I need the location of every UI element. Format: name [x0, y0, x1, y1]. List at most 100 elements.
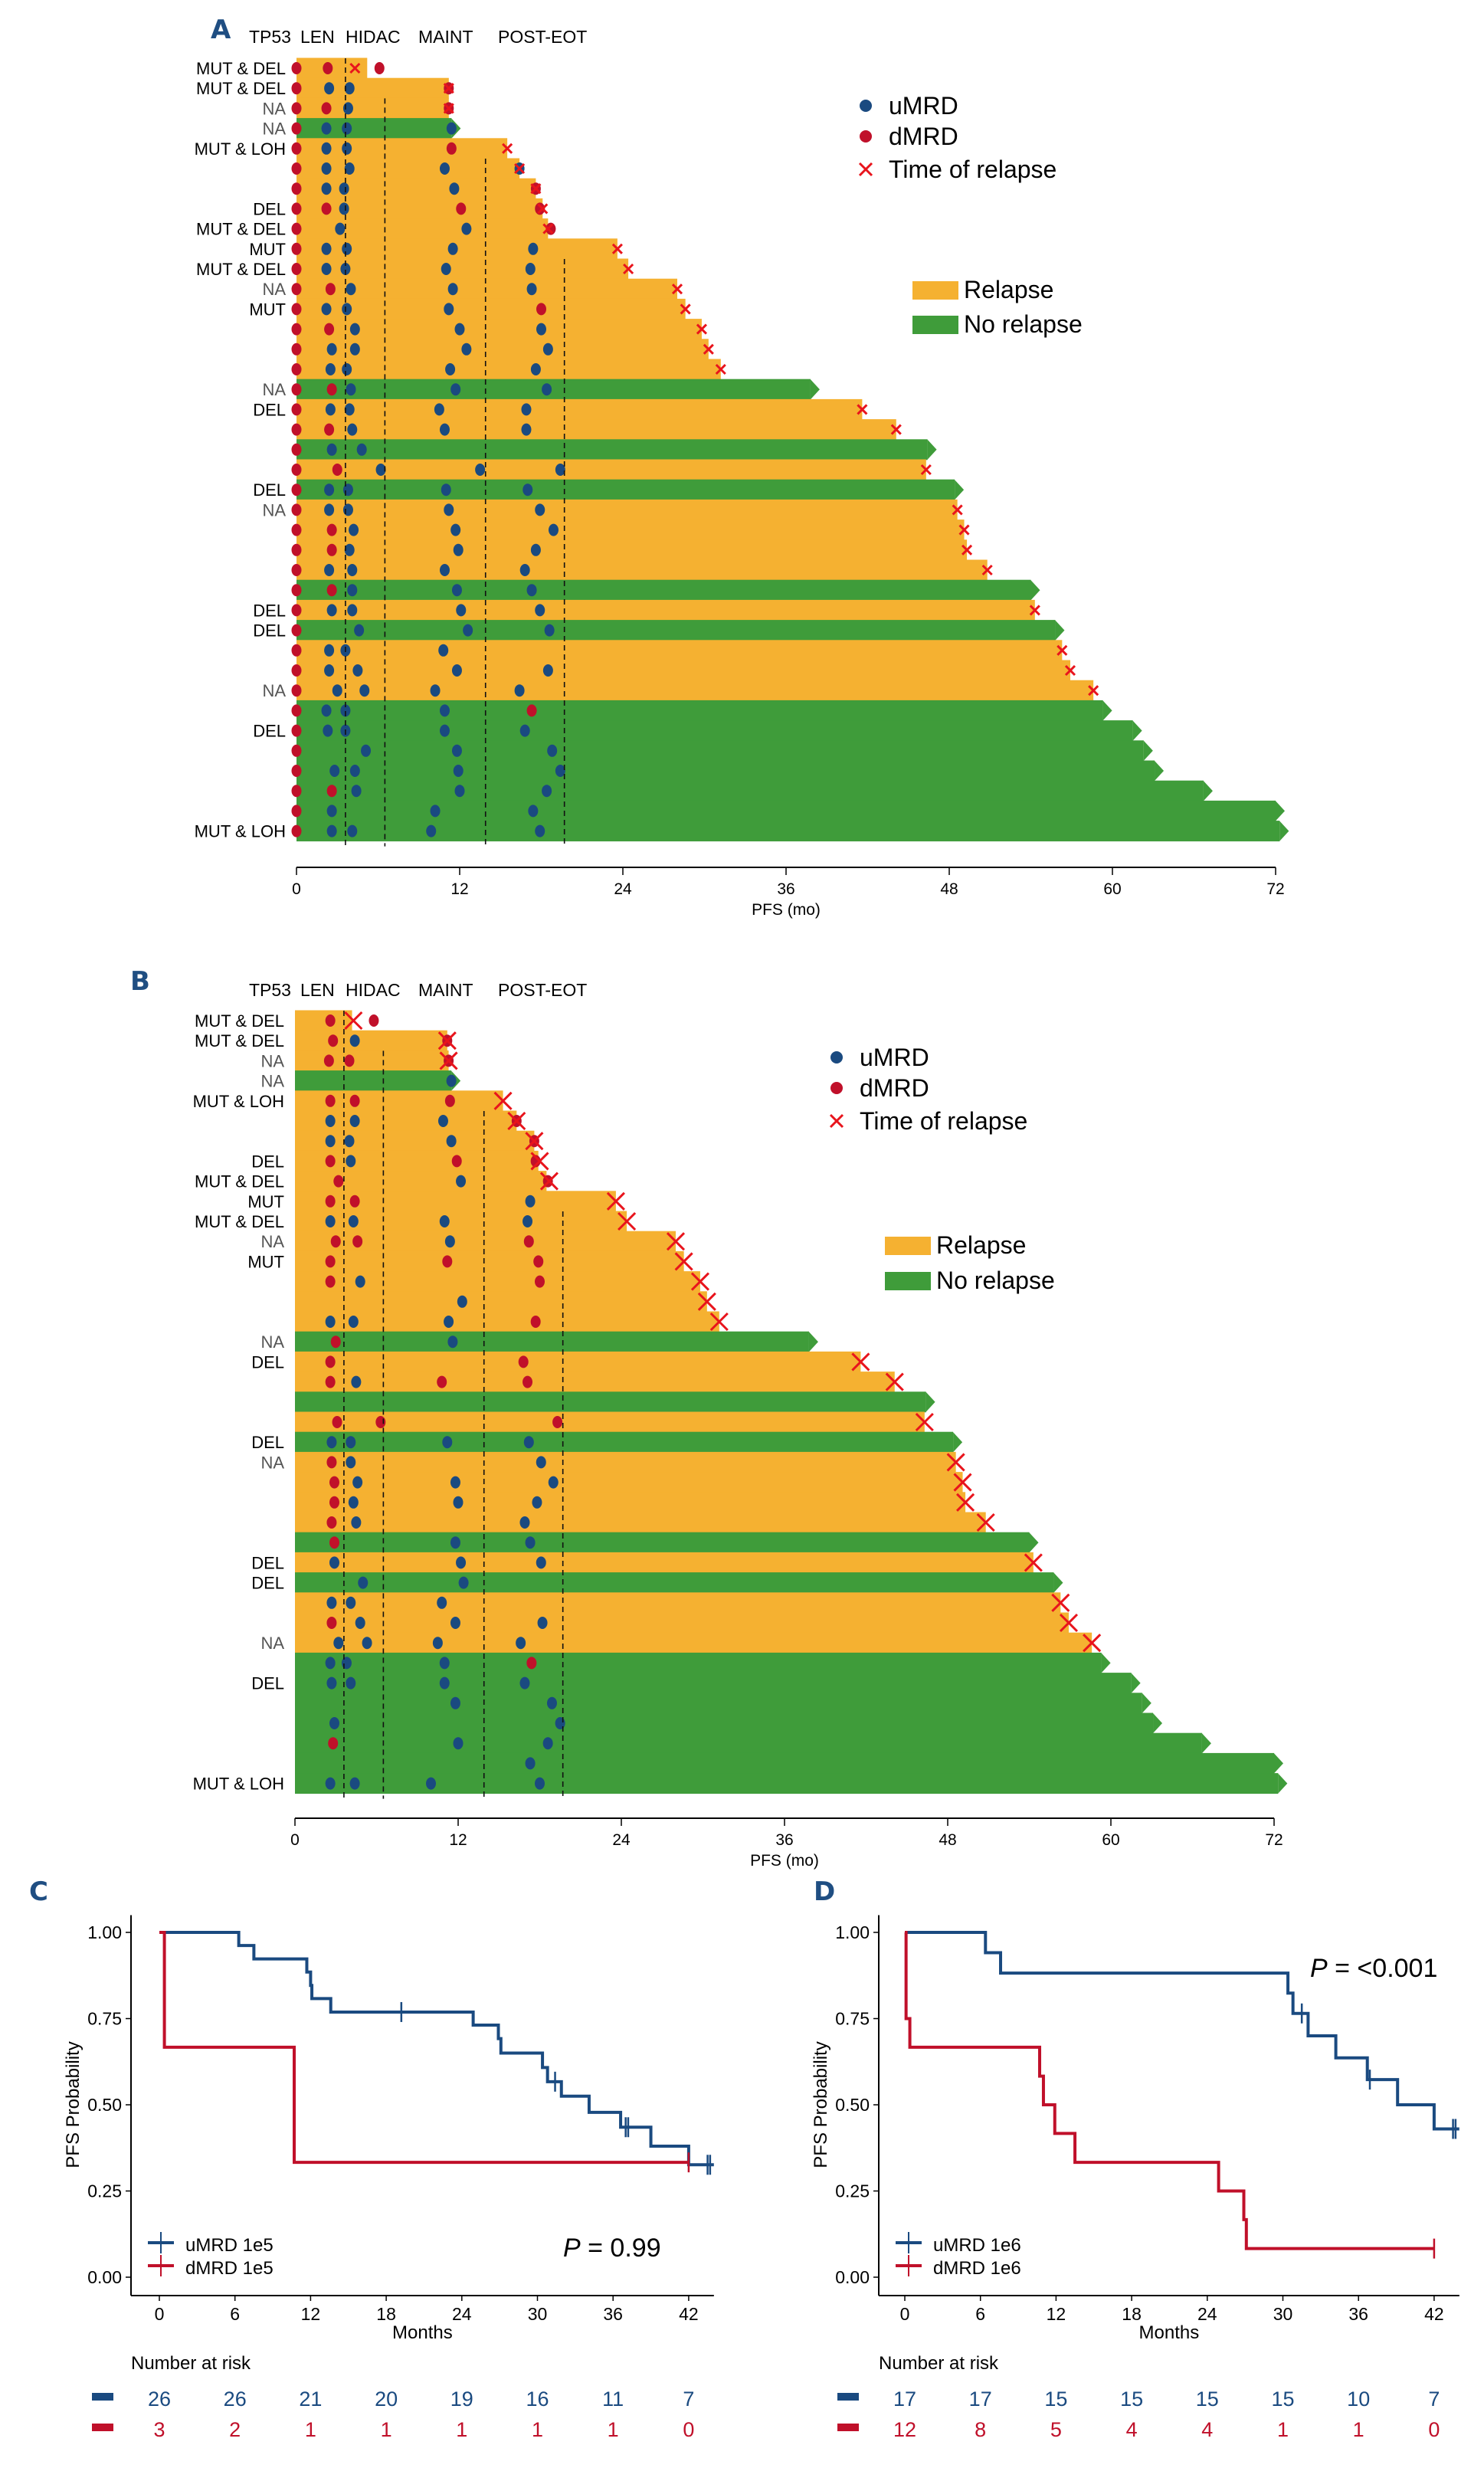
- umrd-marker: [325, 1135, 336, 1148]
- patient-row: [291, 660, 1076, 681]
- umrd-marker: [453, 1737, 464, 1750]
- x-tick-label: 42: [679, 2304, 699, 2324]
- x-tick-label: 12: [301, 2304, 321, 2324]
- risk-count: 17: [969, 2388, 992, 2411]
- legend-label: Relapse: [964, 276, 1053, 303]
- patient-row: [291, 459, 932, 480]
- umrd-marker: [339, 182, 349, 195]
- umrd-marker: [526, 283, 537, 296]
- umrd-marker: [342, 122, 352, 135]
- km-curve-dmrd: [159, 1931, 689, 2165]
- pfs-bar: [296, 278, 677, 300]
- umrd-marker: [348, 1496, 359, 1509]
- umrd-marker: [329, 1717, 339, 1729]
- relapse-marker: [606, 1191, 625, 1211]
- patient-row: [295, 1732, 1211, 1754]
- umrd-marker: [516, 1637, 526, 1650]
- x-tick-label: 0: [900, 2304, 910, 2324]
- dmrd-marker: [451, 1155, 462, 1168]
- dmrd-marker: [437, 1375, 447, 1388]
- dmrd-marker: [291, 543, 302, 556]
- umrd-marker: [349, 1034, 360, 1047]
- tp53-label: MUT & LOH: [193, 1775, 284, 1794]
- umrd-marker: [528, 242, 539, 255]
- dmrd-marker: [349, 1195, 360, 1208]
- dmrd-marker: [325, 1094, 336, 1107]
- umrd-marker: [340, 704, 351, 717]
- umrd-marker: [346, 1596, 356, 1609]
- dmrd-marker: [325, 1014, 336, 1027]
- column-header: HIDAC: [346, 27, 401, 47]
- patient-row: [295, 1130, 544, 1152]
- x-tick-label: 30: [528, 2304, 548, 2324]
- pfs-bar: [295, 1070, 452, 1092]
- relapse-marker: [611, 243, 623, 254]
- risk-count: 4: [1201, 2418, 1213, 2441]
- dmrd-marker: [291, 142, 302, 155]
- patient-row: [295, 1693, 1151, 1714]
- umrd-marker: [333, 1637, 344, 1650]
- ongoing-arrow: [955, 480, 965, 500]
- ongoing-arrow: [1201, 1733, 1211, 1754]
- umrd-marker: [458, 1576, 469, 1589]
- legend-label: uMRD 1e5: [185, 2235, 274, 2256]
- umrd-marker: [542, 785, 552, 798]
- ongoing-arrow: [1132, 720, 1142, 741]
- pfs-bar: [296, 800, 1276, 821]
- x-tick-label: 48: [939, 1831, 956, 1849]
- column-header: LEN: [300, 27, 335, 47]
- pfs-bar: [296, 359, 721, 380]
- pfs-bar: [296, 539, 968, 561]
- tp53-label: MUT: [247, 1252, 284, 1271]
- umrd-marker: [447, 242, 458, 255]
- tp53-label: DEL: [253, 199, 286, 218]
- patient-row: [291, 419, 902, 441]
- y-tick-label: 0.75: [835, 2009, 870, 2029]
- x-tick-label: 0: [290, 1831, 300, 1849]
- risk-count: 17: [893, 2388, 916, 2411]
- relapse-marker: [697, 1292, 716, 1311]
- pfs-bar: [296, 559, 988, 581]
- tp53-label: MUT: [247, 1192, 284, 1211]
- umrd-marker: [342, 503, 353, 516]
- umrd-marker: [453, 1496, 464, 1509]
- ongoing-arrow: [808, 1332, 818, 1352]
- umrd-marker: [351, 1516, 362, 1529]
- relapse-marker: [539, 1172, 559, 1191]
- umrd-marker: [349, 523, 359, 536]
- risk-count: 15: [1271, 2388, 1294, 2411]
- patient-row: [291, 700, 1112, 721]
- relapse-marker: [1051, 1593, 1070, 1612]
- umrd-marker: [439, 724, 450, 737]
- pfs-bar: [295, 1250, 684, 1272]
- patient-row: [295, 1372, 904, 1393]
- dmrd-marker: [329, 1476, 339, 1489]
- relapse-marker: [709, 1312, 729, 1332]
- tp53-label: DEL: [253, 480, 286, 500]
- umrd-marker: [439, 1676, 450, 1690]
- patient-row: DEL: [251, 1351, 870, 1372]
- dmrd-marker: [326, 1617, 337, 1629]
- risk-count: 4: [1126, 2418, 1138, 2441]
- tp53-label: NA: [262, 99, 286, 118]
- x-axis-title: PFS (mo): [752, 901, 821, 919]
- umrd-marker: [457, 1295, 467, 1308]
- umrd-marker: [456, 1175, 467, 1188]
- pfs-bar: [295, 1572, 1054, 1594]
- umrd-marker: [324, 644, 335, 657]
- relapse-marker: [1059, 1613, 1079, 1633]
- dmrd-marker: [329, 1496, 339, 1509]
- dmrd-marker: [291, 624, 302, 637]
- umrd-marker: [340, 263, 351, 275]
- umrd-marker: [450, 1536, 460, 1549]
- dmrd-marker: [291, 785, 302, 798]
- patient-row: DEL: [251, 1552, 1043, 1573]
- umrd-marker: [349, 765, 360, 777]
- patient-row: DEL: [253, 398, 868, 420]
- umrd-marker: [444, 303, 454, 316]
- patient-row: [291, 158, 526, 179]
- umrd-marker: [344, 543, 355, 556]
- x-tick-label: 12: [1047, 2304, 1066, 2324]
- panel-label: C: [29, 1876, 48, 1907]
